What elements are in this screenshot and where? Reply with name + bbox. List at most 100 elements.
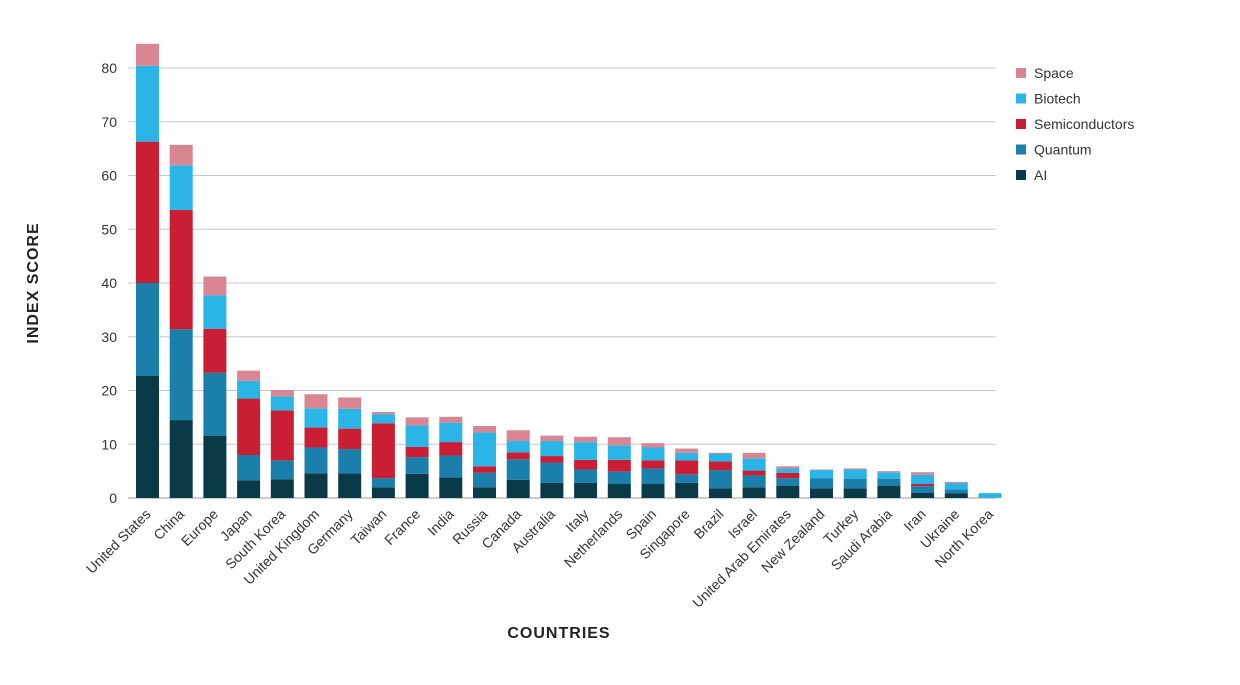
legend-swatch-semiconductors (1016, 119, 1026, 129)
bar-netherlands-quantum (607, 471, 631, 485)
bar-france-biotech (405, 425, 429, 447)
bar-new-zealand-ai (810, 488, 833, 498)
bar-israel-ai (742, 487, 766, 498)
bar-china-space (169, 144, 193, 166)
bar-france-space (405, 417, 429, 426)
bar-brazil-ai (708, 488, 732, 498)
bar-italy-semiconductors (574, 459, 598, 470)
legend-label-semiconductors: Semiconductors (1034, 116, 1134, 132)
bar-russia-quantum (473, 472, 496, 488)
bar-singapore-semiconductors (675, 460, 699, 475)
bar-australia-semiconductors (540, 456, 564, 463)
bar-taiwan-biotech (371, 414, 395, 424)
bar-japan-quantum (237, 455, 261, 481)
bar-israel-quantum (742, 475, 766, 488)
bar-israel-space (742, 452, 766, 459)
y-tick-label-50: 50 (101, 221, 117, 237)
bar-south-korea-space (270, 389, 294, 397)
bar-canada-quantum (506, 459, 530, 480)
bar-canada-ai (506, 479, 530, 498)
bar-israel-semiconductors (742, 470, 766, 476)
bar-japan-semiconductors (237, 398, 261, 455)
bar-japan-biotech (237, 380, 261, 399)
bar-turkey-biotech (843, 469, 867, 479)
x-axis-title: COUNTRIES (507, 625, 610, 642)
y-axis-ticks: 0 10 20 30 40 50 60 70 80 (101, 60, 117, 506)
bar-iran-space (911, 472, 935, 475)
bar-italy-ai (574, 482, 598, 498)
bar-japan-ai (237, 480, 261, 498)
legend-swatch-biotech (1016, 93, 1026, 104)
x-tick-label-brazil: Brazil (690, 506, 726, 542)
bar-united-states-space (136, 43, 159, 66)
bar-russia-semiconductors (473, 466, 496, 473)
bar-netherlands-semiconductors (607, 459, 631, 472)
legend-label-ai: AI (1034, 167, 1047, 183)
bar-north-korea-biotech (978, 493, 1002, 498)
bar-singapore-biotech (675, 452, 699, 461)
bar-brazil-space (708, 452, 732, 454)
bar-australia-ai (540, 482, 564, 498)
legend-label-quantum: Quantum (1034, 142, 1092, 158)
bar-canada-space (506, 430, 530, 442)
bar-china-semiconductors (169, 209, 193, 330)
bar-united-states-quantum (136, 283, 159, 376)
bar-germany-quantum (338, 449, 362, 474)
bar-singapore-ai (675, 482, 699, 498)
bar-netherlands-space (607, 437, 631, 446)
legend-label-biotech: Biotech (1034, 91, 1081, 107)
bar-united-kingdom-biotech (304, 408, 328, 428)
y-tick-label-0: 0 (109, 490, 117, 506)
bar-france-ai (405, 473, 429, 498)
bar-australia-space (540, 435, 564, 442)
x-tick-label-italy: Italy (562, 506, 591, 535)
bar-israel-biotech (742, 458, 766, 471)
bar-united-states-semiconductors (136, 141, 159, 283)
bar-new-zealand-biotech (810, 470, 833, 479)
bar-new-zealand-quantum (810, 478, 833, 489)
bar-france-quantum (405, 457, 429, 474)
bars (136, 43, 1002, 498)
bar-india-biotech (439, 422, 463, 443)
legend-swatch-space (1016, 68, 1026, 78)
bar-brazil-semiconductors (708, 461, 732, 471)
bar-india-semiconductors (439, 442, 463, 456)
bar-taiwan-quantum (371, 478, 395, 488)
x-tick-label-taiwan: Taiwan (347, 506, 389, 548)
bar-italy-space (574, 436, 598, 443)
bar-italy-quantum (574, 469, 598, 483)
y-tick-label-10: 10 (101, 436, 117, 452)
bar-europe-space (203, 276, 227, 296)
bar-ukraine-ai (944, 493, 968, 498)
legend-label-space: Space (1034, 65, 1074, 81)
y-tick-label-30: 30 (101, 329, 117, 345)
bar-netherlands-biotech (607, 445, 631, 460)
bar-india-space (439, 416, 463, 423)
bar-south-korea-semiconductors (270, 410, 294, 461)
bar-united-arab-emirates-ai (776, 485, 800, 498)
bar-china-biotech (169, 165, 193, 210)
legend: Space Biotech Semiconductors Quantum AI (1016, 65, 1134, 183)
bar-united-kingdom-semiconductors (304, 427, 328, 448)
bar-netherlands-ai (607, 484, 631, 498)
bar-turkey-space (843, 468, 867, 470)
bar-iran-biotech (911, 474, 935, 485)
x-tick-label-united-states: United States (83, 506, 154, 577)
bar-spain-semiconductors (641, 460, 665, 469)
y-tick-label-80: 80 (101, 60, 117, 76)
bar-spain-biotech (641, 447, 665, 461)
bar-united-arab-emirates-biotech (776, 468, 800, 473)
bar-united-arab-emirates-space (776, 466, 800, 469)
bar-turkey-quantum (843, 478, 867, 489)
y-tick-label-20: 20 (101, 383, 117, 399)
bar-united-kingdom-space (304, 394, 328, 409)
bar-india-ai (439, 477, 463, 498)
bar-europe-semiconductors (203, 328, 227, 373)
bar-europe-quantum (203, 372, 227, 436)
bar-taiwan-space (371, 412, 395, 415)
bar-germany-biotech (338, 408, 362, 429)
bar-ukraine-space (944, 481, 968, 483)
bar-saudi-arabia-quantum (877, 478, 901, 486)
